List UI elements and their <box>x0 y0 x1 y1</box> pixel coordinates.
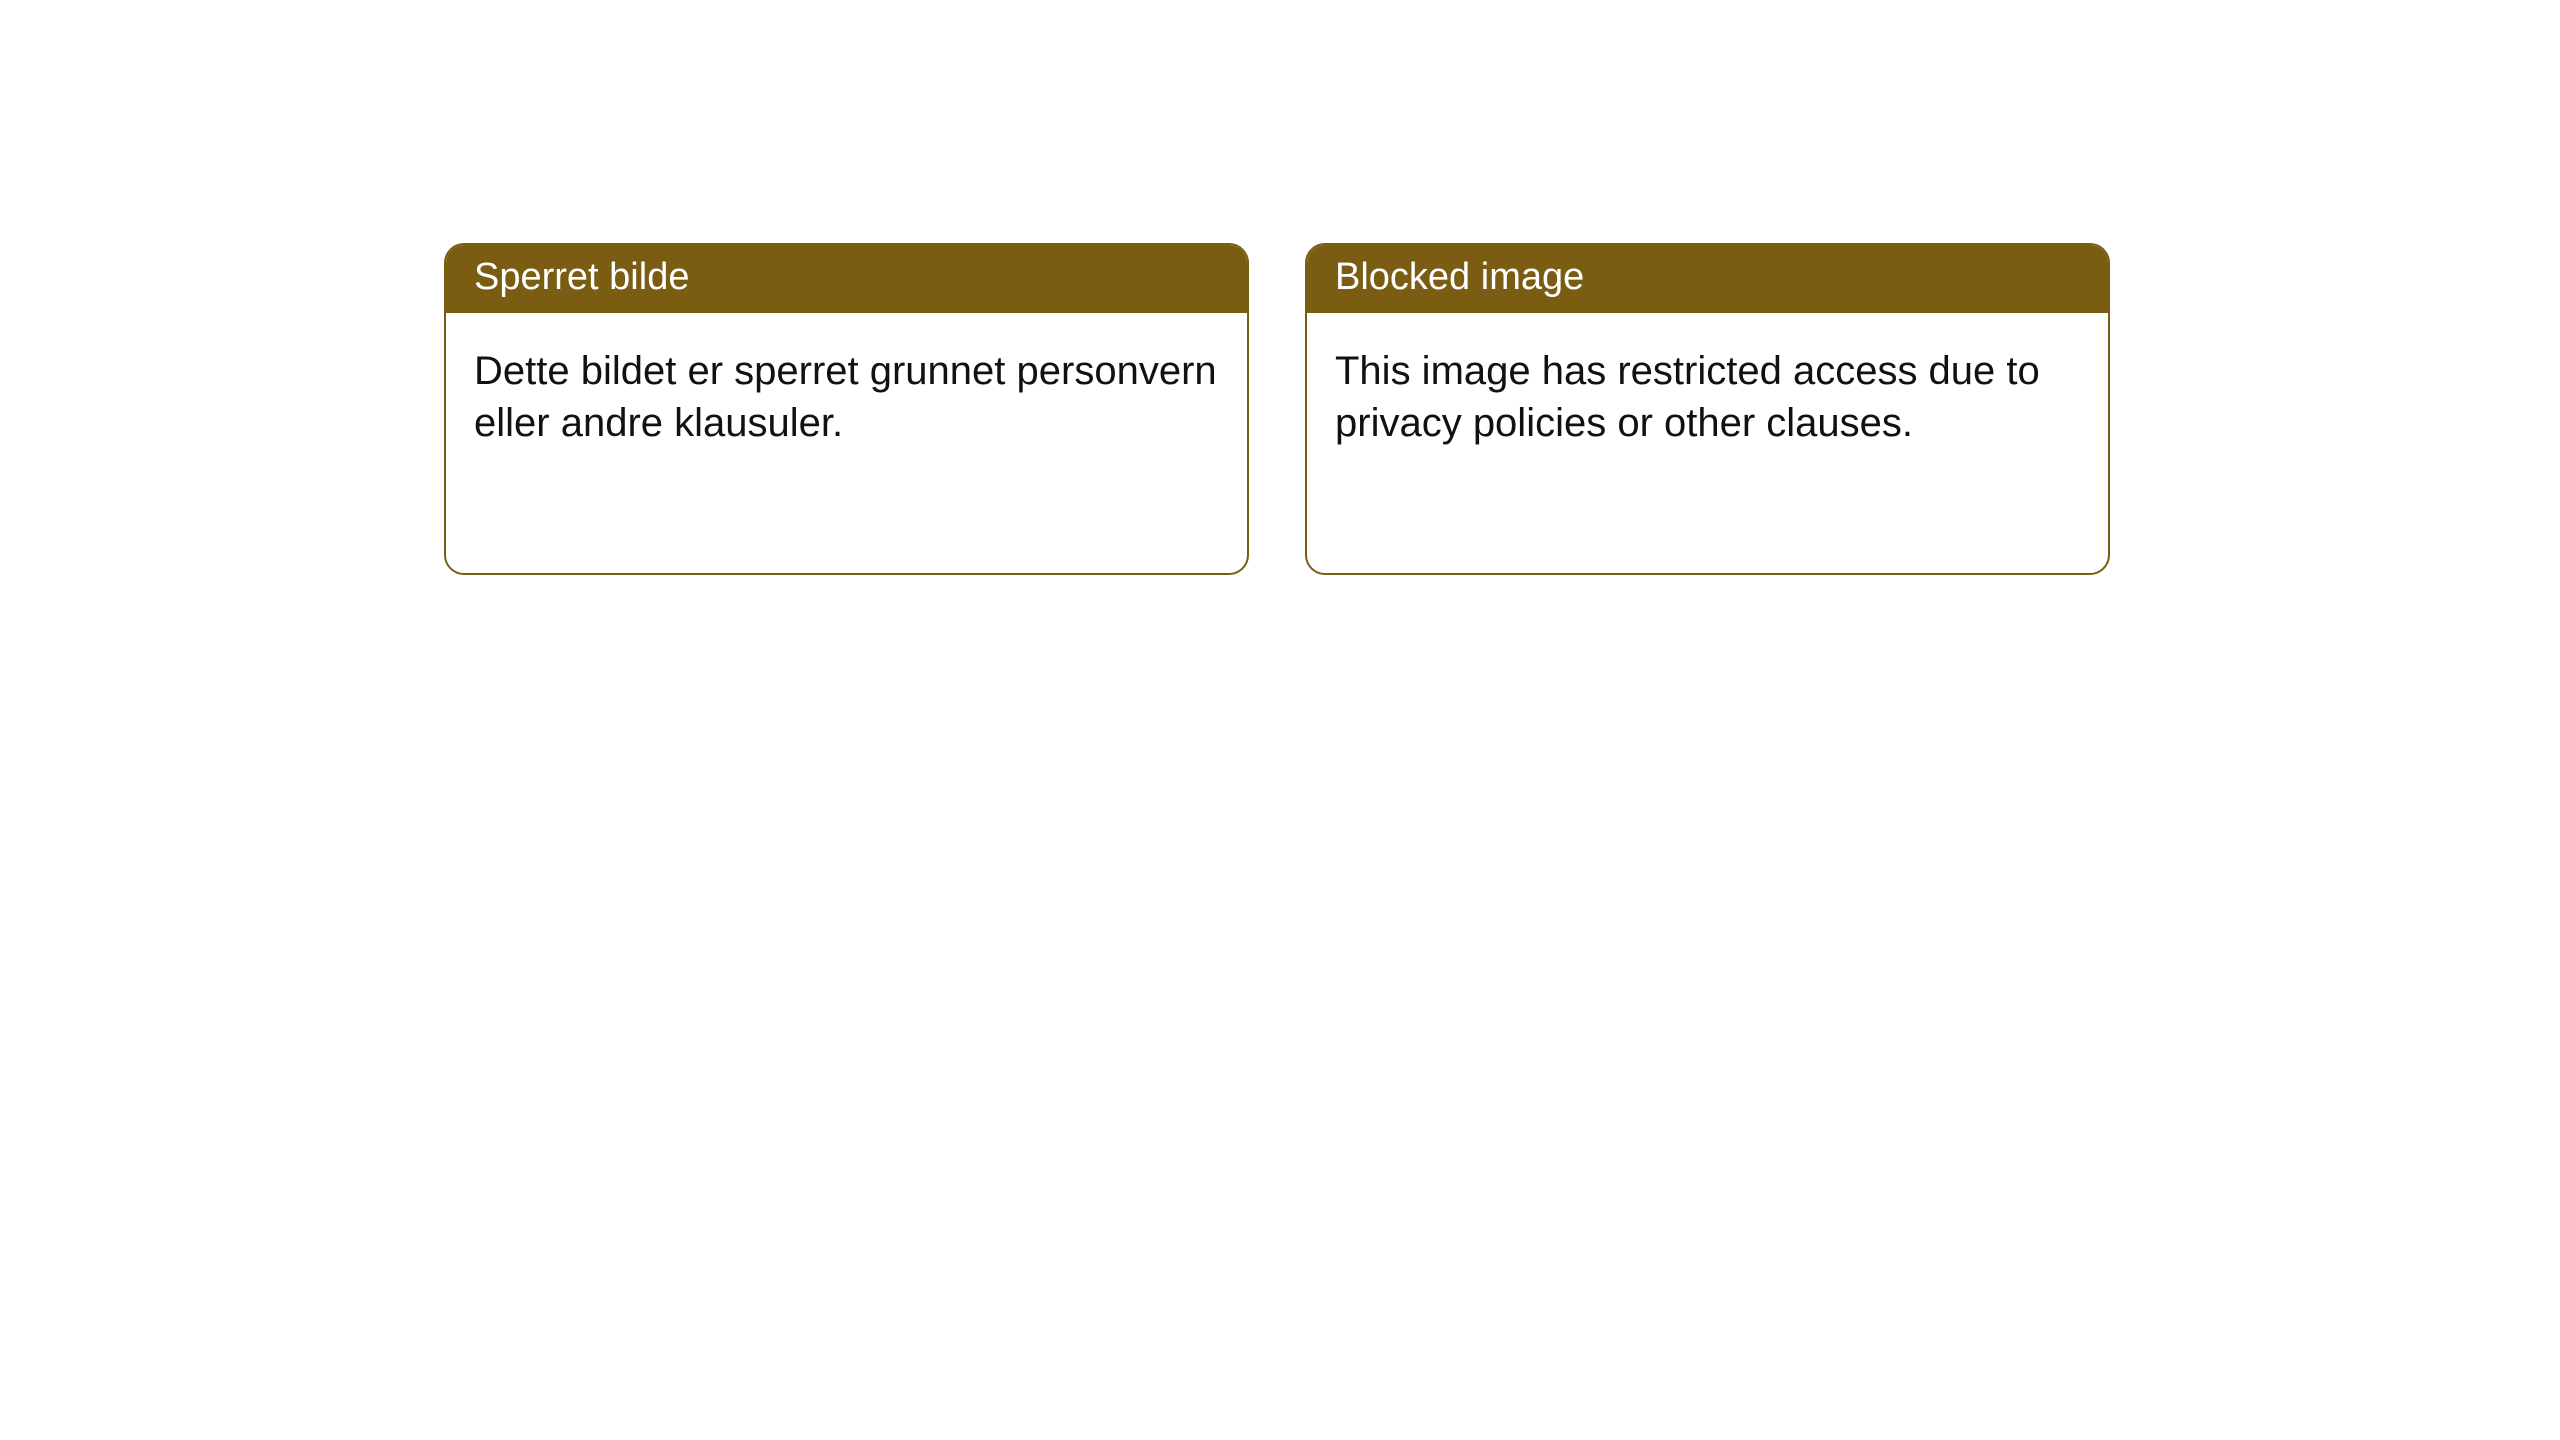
notice-card-english: Blocked image This image has restricted … <box>1305 243 2110 575</box>
notice-card-text: This image has restricted access due to … <box>1335 349 2040 445</box>
notice-card-header: Blocked image <box>1307 245 2108 313</box>
notice-card-body: Dette bildet er sperret grunnet personve… <box>446 313 1247 481</box>
notice-card-header: Sperret bilde <box>446 245 1247 313</box>
notice-panel-container: Sperret bilde Dette bildet er sperret gr… <box>0 0 2560 575</box>
notice-card-title: Sperret bilde <box>474 256 689 298</box>
notice-card-title: Blocked image <box>1335 256 1584 298</box>
notice-card-norwegian: Sperret bilde Dette bildet er sperret gr… <box>444 243 1249 575</box>
notice-card-body: This image has restricted access due to … <box>1307 313 2108 481</box>
notice-card-text: Dette bildet er sperret grunnet personve… <box>474 349 1217 445</box>
